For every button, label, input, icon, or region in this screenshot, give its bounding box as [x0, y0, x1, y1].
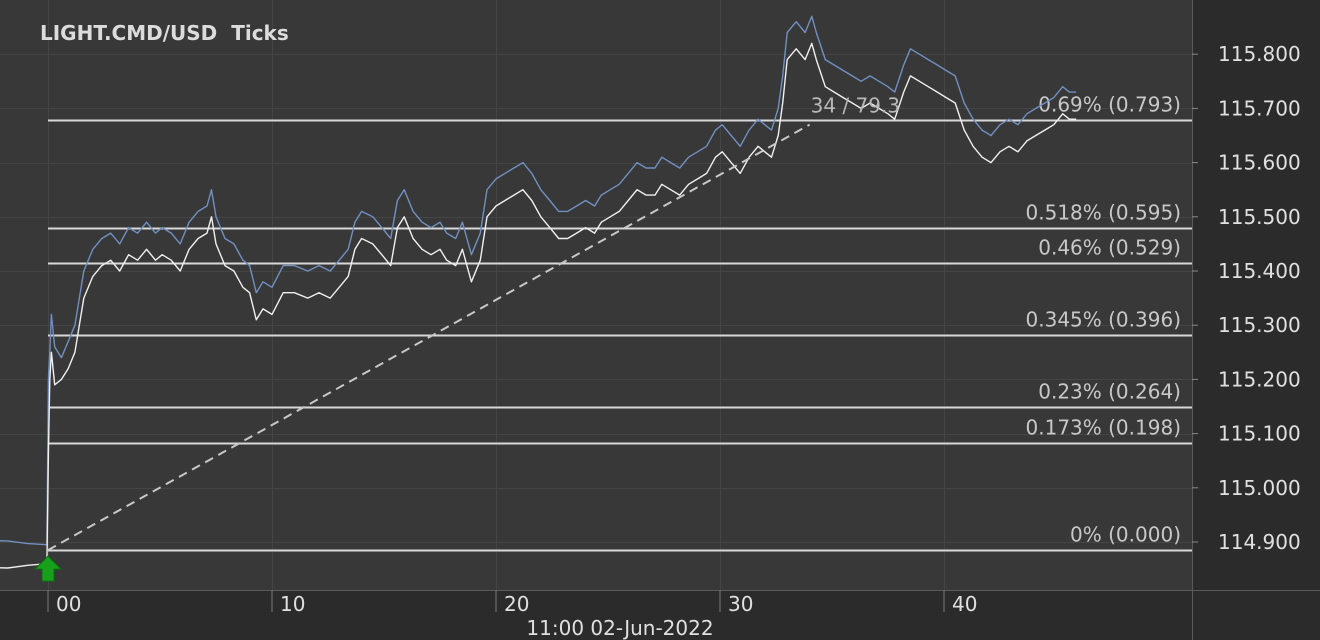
x-date-label: 11:00 02-Jun-2022 — [526, 616, 713, 640]
y-tick-label: 115.200 — [1218, 367, 1301, 391]
x-tick-label: 20 — [504, 592, 529, 616]
y-tick-label: 115.100 — [1218, 422, 1301, 446]
buy-arrow-shape — [33, 555, 63, 582]
y-tick-label: 115.300 — [1218, 313, 1301, 337]
y-tick-label: 115.600 — [1218, 151, 1301, 175]
y-tick-label: 115.700 — [1218, 96, 1301, 120]
level-label: 0% (0.000) — [1070, 523, 1181, 547]
level-label: 0.69% (0.793) — [1038, 93, 1181, 117]
ask-series-line — [0, 15, 1077, 546]
price-series — [0, 15, 1077, 569]
grid-lines — [0, 0, 1192, 590]
bid-series-line — [0, 42, 1077, 569]
plot-area — [0, 0, 1192, 590]
buy-arrow-icon — [33, 555, 63, 582]
x-tick-label: 40 — [952, 592, 977, 616]
y-tick-label: 115.800 — [1218, 42, 1301, 66]
x-tick-label: 00 — [56, 592, 81, 616]
level-label: 0.518% (0.595) — [1026, 201, 1181, 225]
level-label: 0.345% (0.396) — [1026, 308, 1181, 332]
x-tick-label: 30 — [728, 592, 753, 616]
trend-line-group: 34 / 79.3 — [47, 94, 900, 552]
level-label: 0.46% (0.529) — [1038, 236, 1181, 260]
y-tick-label: 115.000 — [1218, 476, 1301, 500]
trend-line — [47, 123, 811, 552]
y-tick-label: 114.900 — [1218, 530, 1301, 554]
level-label: 0.23% (0.264) — [1038, 380, 1181, 404]
y-tick-label: 115.400 — [1218, 259, 1301, 283]
level-label: 0.173% (0.198) — [1026, 416, 1181, 440]
y-tick-label: 115.500 — [1218, 205, 1301, 229]
chart-title: LIGHT.CMD/USD Ticks — [40, 21, 289, 45]
trend-line-label: 34 / 79.3 — [811, 94, 900, 118]
level-lines: 0% (0.000) 0.173% (0.198) 0.23% (0.264) 0.3… — [48, 93, 1192, 552]
x-tick-label: 10 — [280, 592, 305, 616]
